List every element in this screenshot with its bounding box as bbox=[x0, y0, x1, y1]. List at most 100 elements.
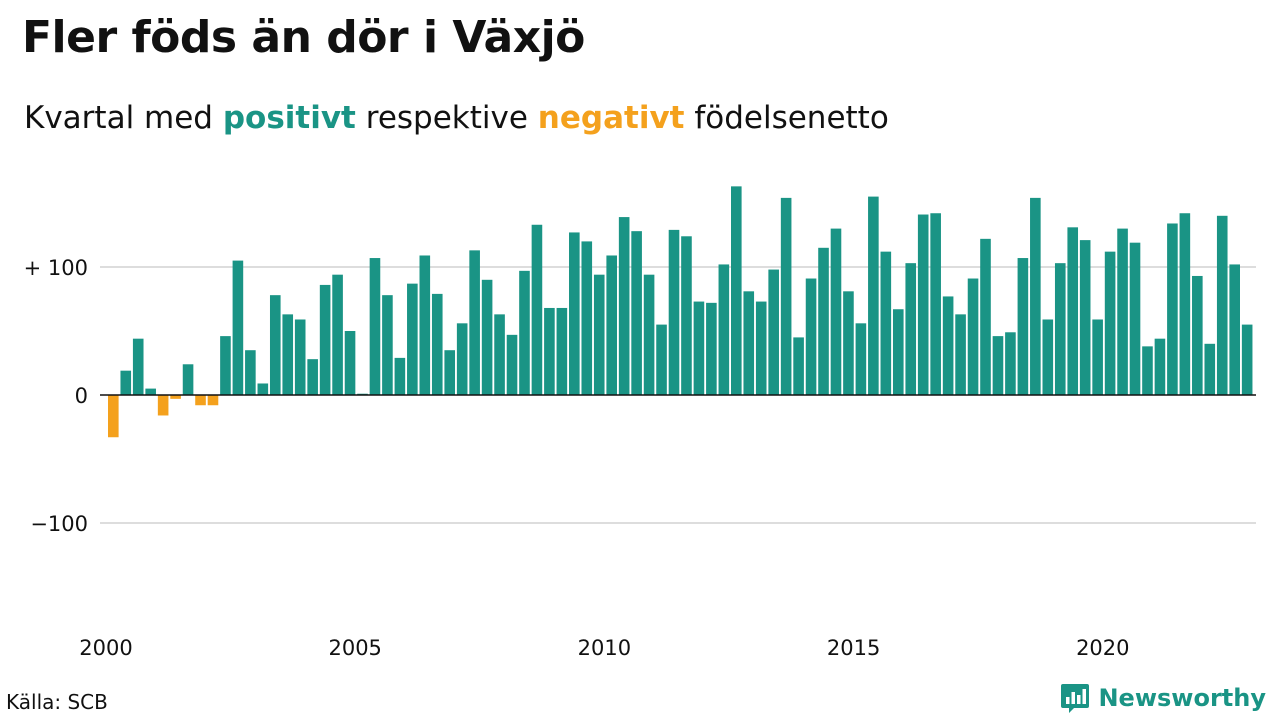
bar bbox=[108, 395, 119, 438]
chart-subtitle: Kvartal med positivt respektive negativt… bbox=[24, 100, 889, 136]
bar bbox=[282, 314, 294, 395]
bar bbox=[207, 395, 219, 406]
bar bbox=[656, 324, 667, 395]
bar bbox=[1154, 338, 1166, 395]
source-note: Källa: SCB bbox=[6, 690, 108, 714]
bar bbox=[344, 331, 356, 395]
x-tick-label: 2015 bbox=[827, 636, 880, 660]
bar bbox=[1216, 215, 1228, 395]
bar bbox=[407, 283, 418, 395]
bar bbox=[905, 263, 917, 395]
bar bbox=[319, 284, 331, 395]
bar bbox=[930, 213, 941, 395]
bar bbox=[755, 301, 767, 395]
bar bbox=[1054, 263, 1066, 395]
x-tick-label: 2005 bbox=[328, 636, 381, 660]
bar bbox=[456, 323, 468, 395]
bar bbox=[232, 260, 244, 395]
bar bbox=[843, 291, 854, 395]
bar bbox=[544, 307, 555, 395]
y-tick-label: −100 bbox=[30, 512, 88, 536]
bar bbox=[706, 302, 717, 395]
x-tick-label: 2020 bbox=[1076, 636, 1129, 660]
bar bbox=[481, 279, 493, 395]
bar bbox=[830, 228, 842, 395]
bar bbox=[1079, 240, 1091, 395]
bar bbox=[1104, 251, 1116, 395]
bar bbox=[855, 323, 867, 395]
bar bbox=[955, 314, 966, 395]
y-tick-label: + 100 bbox=[24, 256, 88, 280]
bar bbox=[1117, 228, 1128, 395]
subtitle-middle: respektive bbox=[365, 100, 528, 136]
bar bbox=[606, 255, 617, 395]
subtitle-prefix: Kvartal med bbox=[24, 100, 213, 136]
bar bbox=[593, 274, 605, 395]
bar bbox=[170, 395, 181, 399]
bar bbox=[120, 370, 132, 395]
bar bbox=[1067, 227, 1079, 395]
bar bbox=[942, 296, 954, 395]
subtitle-suffix: födelsenetto bbox=[694, 100, 889, 136]
brand-logo: Newsworthy bbox=[1060, 682, 1266, 714]
bar bbox=[1241, 324, 1253, 395]
bar bbox=[731, 186, 742, 395]
bar bbox=[307, 359, 318, 395]
bar bbox=[531, 224, 543, 395]
chart-title: Fler föds än dör i Växjö bbox=[22, 12, 585, 63]
bar bbox=[1142, 346, 1153, 395]
bar bbox=[431, 293, 443, 395]
brand-name: Newsworthy bbox=[1098, 684, 1266, 712]
bar bbox=[581, 241, 593, 395]
x-tick-label: 2000 bbox=[79, 636, 132, 660]
bar bbox=[132, 338, 144, 395]
bar bbox=[1192, 275, 1203, 395]
bar bbox=[618, 217, 630, 395]
bar bbox=[1167, 223, 1178, 395]
bar bbox=[332, 274, 343, 395]
bar bbox=[631, 231, 642, 395]
bar bbox=[967, 278, 979, 395]
bar bbox=[917, 214, 929, 395]
bar bbox=[245, 350, 256, 395]
newsworthy-logo-icon bbox=[1061, 684, 1090, 713]
bar bbox=[469, 250, 480, 395]
bar bbox=[1030, 197, 1041, 395]
bar bbox=[419, 255, 431, 395]
bar bbox=[805, 278, 817, 395]
bar bbox=[780, 197, 792, 395]
bar bbox=[182, 364, 194, 395]
bar bbox=[1229, 264, 1240, 395]
bar bbox=[506, 334, 518, 395]
bar bbox=[494, 314, 505, 395]
bar bbox=[793, 337, 804, 395]
bar bbox=[444, 350, 456, 395]
bar bbox=[1129, 242, 1141, 395]
bar bbox=[868, 196, 879, 395]
bar bbox=[1017, 258, 1029, 395]
bar-chart: + 100 0 −100 2000 2005 2010 2015 2020 bbox=[24, 186, 1256, 660]
bar bbox=[569, 232, 580, 395]
bar bbox=[1042, 319, 1054, 395]
bar bbox=[992, 336, 1004, 395]
bar bbox=[892, 309, 904, 395]
bar bbox=[643, 274, 655, 395]
bar bbox=[768, 269, 779, 395]
bar bbox=[294, 319, 306, 395]
bar bbox=[718, 264, 730, 395]
bar bbox=[980, 238, 991, 395]
bar bbox=[880, 251, 892, 395]
bar bbox=[269, 295, 281, 395]
bar bbox=[369, 258, 381, 395]
bar bbox=[157, 395, 169, 416]
bar bbox=[818, 247, 829, 395]
bar bbox=[145, 388, 156, 395]
bar bbox=[1005, 332, 1016, 395]
bar bbox=[257, 383, 269, 395]
bar bbox=[220, 336, 231, 395]
bar bbox=[556, 307, 568, 395]
bar bbox=[1204, 343, 1216, 395]
bar bbox=[394, 357, 406, 395]
x-tick-label: 2010 bbox=[578, 636, 631, 660]
bar bbox=[519, 270, 530, 395]
